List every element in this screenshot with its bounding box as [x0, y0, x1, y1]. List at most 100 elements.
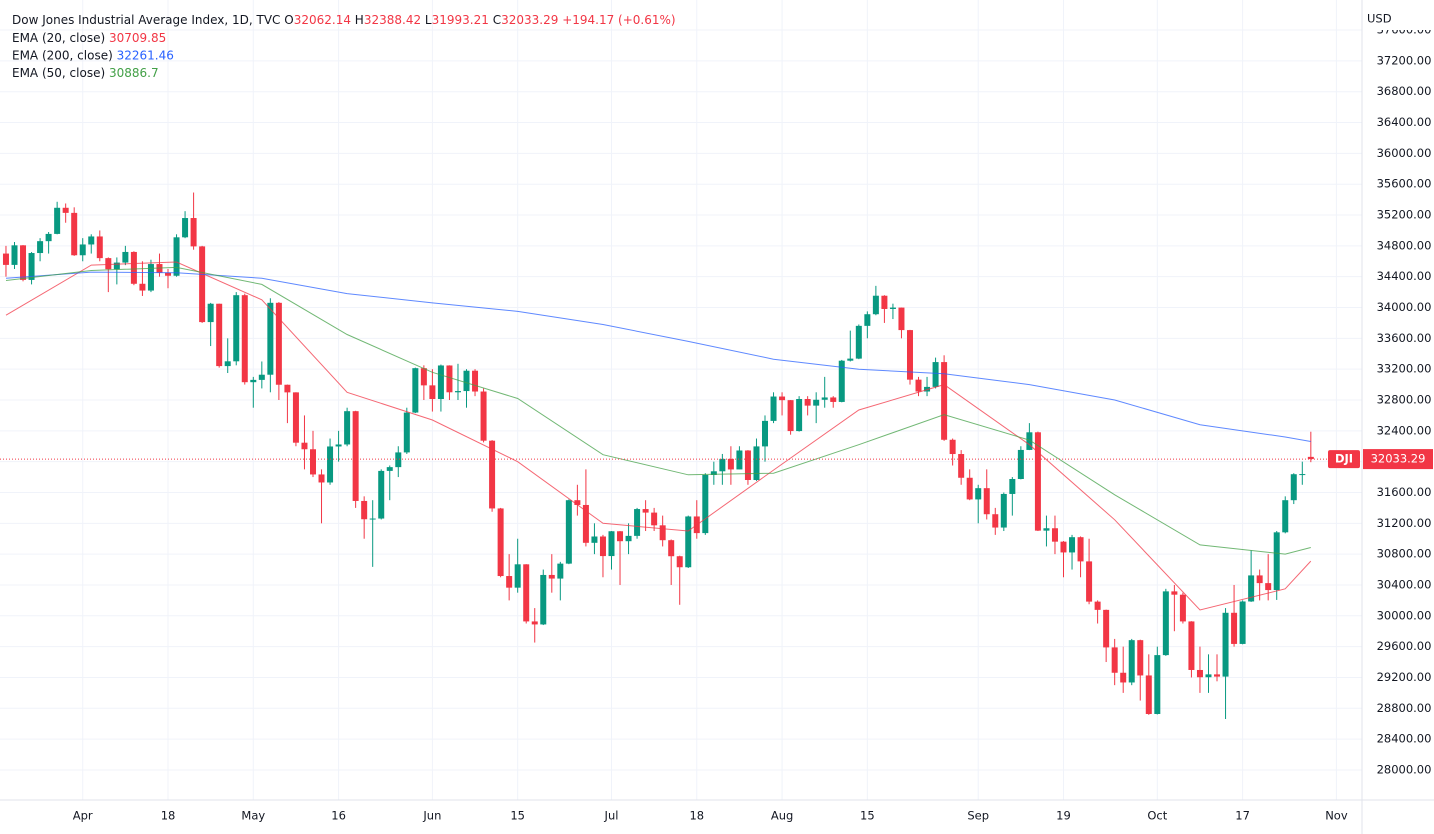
- candle-body: [309, 449, 316, 475]
- legend-text: EMA (50, close): [12, 66, 105, 80]
- candle-body: [207, 303, 214, 323]
- candle-body: [1128, 640, 1135, 683]
- candle-body: [224, 361, 231, 367]
- candle-body: [796, 398, 803, 432]
- candle-body: [318, 474, 325, 483]
- candle-body: [813, 399, 820, 406]
- price-tag: [1363, 449, 1433, 470]
- ema-line: [5, 261, 1312, 611]
- y-tick-label: 28400.00: [1377, 732, 1432, 746]
- candle-body: [420, 368, 427, 386]
- candle-body: [1188, 621, 1195, 670]
- y-tick-label: 37200.00: [1377, 53, 1432, 67]
- candle-body: [523, 564, 530, 622]
- candle-body: [45, 233, 52, 242]
- currency-label: USD: [1367, 12, 1392, 26]
- symbol-tag: [1328, 450, 1360, 469]
- candle-body: [659, 525, 666, 541]
- candle-body: [941, 362, 948, 440]
- candle-body: [1222, 612, 1229, 677]
- candle-body: [736, 450, 743, 470]
- candle-body: [437, 365, 444, 399]
- candle-body: [361, 500, 368, 520]
- candle-body: [1196, 669, 1203, 678]
- candle-body: [1000, 493, 1007, 528]
- candle-body: [634, 509, 641, 536]
- candle-body: [412, 368, 419, 413]
- candle-body: [96, 236, 103, 259]
- candle-body: [1034, 432, 1041, 531]
- candle-body: [122, 251, 129, 263]
- candle-body: [1239, 601, 1246, 644]
- candle-body: [1069, 537, 1076, 553]
- candle-body: [582, 504, 589, 543]
- x-tick-label: Oct: [1147, 809, 1167, 823]
- y-tick-label: 36800.00: [1377, 84, 1432, 98]
- candle-body: [1103, 609, 1110, 648]
- candle-body: [71, 212, 78, 256]
- candle-body: [651, 512, 658, 526]
- y-tick-label: 32400.00: [1377, 423, 1432, 437]
- candle-body: [676, 556, 683, 568]
- candle-body: [574, 500, 581, 505]
- x-tick-label: Apr: [73, 809, 93, 823]
- candle-body: [540, 574, 547, 625]
- candle-body: [395, 452, 402, 468]
- candle-body: [838, 360, 845, 402]
- candle-body: [258, 374, 265, 380]
- candle-body: [804, 398, 811, 406]
- x-tick-label: 18: [161, 809, 176, 823]
- candle-body: [267, 302, 274, 375]
- candle-body: [966, 477, 973, 500]
- x-tick-label: 19: [1056, 809, 1071, 823]
- candle-body: [446, 365, 453, 393]
- legend-text: H: [355, 13, 364, 27]
- y-tick-label: 30000.00: [1377, 608, 1432, 622]
- candle-body: [241, 295, 248, 383]
- candle-body: [105, 258, 112, 270]
- candle-body: [28, 253, 35, 280]
- candle-body: [165, 272, 172, 276]
- candle-body: [1026, 432, 1033, 450]
- y-tick-label: 34400.00: [1377, 269, 1432, 283]
- plot: [0, 192, 1362, 719]
- legend-text: L: [425, 13, 432, 27]
- candle-body: [881, 295, 888, 309]
- x-tick-label: Jun: [422, 809, 441, 823]
- candle-body: [1290, 474, 1297, 501]
- candle-body: [949, 439, 956, 455]
- legend: Dow Jones Industrial Average Index, 1D, …: [12, 13, 676, 80]
- candle-body: [1051, 528, 1058, 542]
- candle-body: [386, 467, 393, 471]
- legend-indicator: EMA (20, close) 30709.85: [12, 31, 166, 45]
- candle-body: [233, 295, 240, 362]
- legend-text: 32062.14: [294, 13, 351, 27]
- candle-body: [403, 412, 410, 453]
- candle-body: [190, 218, 197, 247]
- x-tick-label: Nov: [1325, 809, 1348, 823]
- x-tick-label: Sep: [967, 809, 989, 823]
- candle-body: [1094, 601, 1101, 610]
- candle-body: [1017, 449, 1024, 479]
- candle-body: [975, 488, 982, 500]
- candle-body: [702, 474, 709, 534]
- candle-body: [762, 420, 769, 447]
- candle-body: [88, 236, 95, 245]
- candle-body: [20, 245, 27, 280]
- x-tick-label: Jul: [604, 809, 619, 823]
- legend-title: Dow Jones Industrial Average Index, 1D, …: [12, 13, 676, 27]
- candle-body: [1214, 674, 1221, 677]
- candle-body: [830, 397, 837, 402]
- candle-body: [335, 444, 342, 447]
- candle-body: [531, 621, 538, 625]
- candle-body: [54, 207, 61, 234]
- price-label: 32033.29: [1371, 452, 1426, 466]
- x-tick-label: Aug: [771, 809, 793, 823]
- legend-text: C: [493, 13, 501, 27]
- candle-body: [139, 283, 146, 291]
- candle-body: [1205, 674, 1212, 678]
- candle-body: [864, 314, 871, 326]
- candle-body: [369, 518, 376, 520]
- candle-body: [1179, 594, 1186, 622]
